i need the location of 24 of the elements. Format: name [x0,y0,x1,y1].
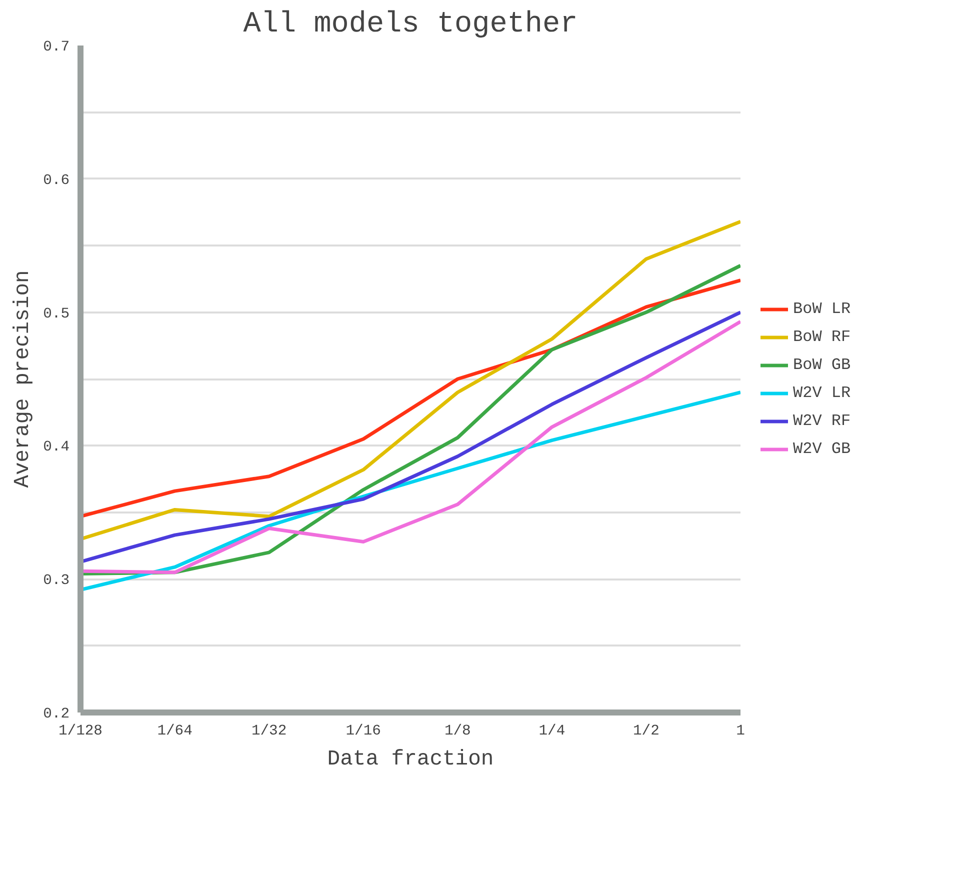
legend-label: W2V RF [793,412,851,430]
x-axis-title: Data fraction [327,748,494,772]
legend-label: BoW GB [793,356,851,374]
x-tick-label: 1/32 [251,724,287,740]
x-tick-label: 1 [736,724,746,740]
x-tick-label: 1/8 [444,724,471,740]
y-tick-label: 0.7 [43,40,70,56]
x-tick-label: 1/2 [633,724,660,740]
line-series [80,220,740,541]
y-tick-label: 0.4 [43,440,70,456]
x-tick-label: 1/64 [157,724,193,740]
y-axis-title: Average precision [11,270,36,488]
y-tick-label: 0.2 [43,706,70,722]
y-tick-label: 0.3 [43,573,70,590]
x-tick-label: 1/16 [346,724,381,740]
chart-title: All models together [243,8,578,40]
legend-label: W2V LR [793,384,851,402]
legend-label: W2V GB [793,440,851,458]
x-tick-label: 1/4 [538,724,566,740]
y-tick-label: 0.6 [43,172,70,189]
x-tick-label: 1/128 [58,724,102,740]
y-tick-label: 0.5 [43,306,70,322]
legend-label: BoW LR [793,300,851,318]
legend-label: BoW RF [793,328,851,346]
